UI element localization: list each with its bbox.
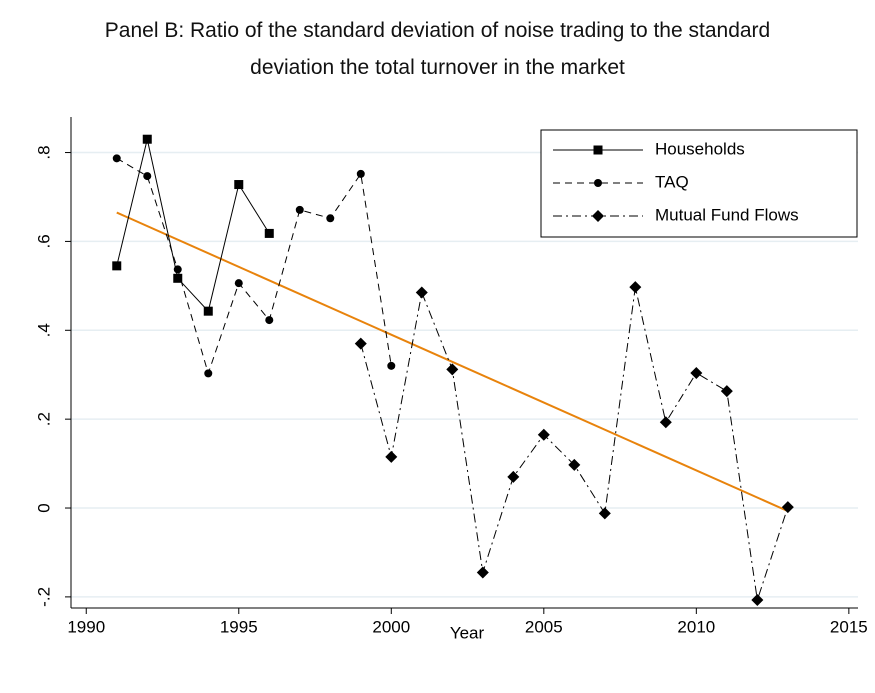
y-tick-label: .8: [34, 145, 53, 159]
marker-diamond: [720, 385, 733, 398]
marker-diamond: [354, 337, 367, 350]
marker-circle: [112, 154, 121, 163]
marker-diamond: [568, 458, 581, 471]
trend-line: [116, 211, 789, 513]
marker-diamond: [507, 470, 520, 483]
marker-circle: [265, 316, 274, 325]
series-line: [116, 139, 270, 313]
x-tick-label: 2010: [677, 617, 715, 636]
marker-diamond: [537, 428, 550, 441]
marker-diamond: [598, 507, 611, 520]
marker-square: [264, 228, 274, 238]
marker-square: [142, 134, 152, 144]
x-tick-label: 2000: [372, 617, 410, 636]
marker-diamond: [446, 363, 459, 376]
x-tick-label: 2005: [525, 617, 563, 636]
chart-title: Panel B: Ratio of the standard deviation…: [104, 19, 771, 79]
y-tick-label: 0: [34, 503, 53, 512]
marker-diamond: [385, 450, 398, 463]
marker-diamond: [659, 416, 672, 429]
marker-diamond: [781, 501, 794, 514]
y-tick-label: .2: [34, 412, 53, 426]
marker-diamond: [690, 366, 703, 379]
marker-circle: [387, 361, 396, 370]
marker-circle: [204, 369, 213, 378]
y-tick-label: -.2: [34, 587, 53, 607]
x-tick-label: 1995: [220, 617, 258, 636]
legend: Households TAQ Mutual Fund Flows: [540, 129, 858, 238]
marker-square: [173, 273, 183, 283]
marker-diamond: [476, 566, 489, 579]
marker-diamond: [415, 286, 428, 299]
x-axis-label: Year: [450, 623, 485, 642]
marker-circle: [594, 179, 602, 187]
y-tick-label: .4: [34, 323, 53, 337]
marker-diamond: [629, 281, 642, 294]
legend-label: Households: [655, 139, 745, 158]
marker-circle: [295, 205, 304, 214]
y-tick-label: .6: [34, 234, 53, 248]
marker-square: [593, 145, 603, 155]
marker-square: [203, 306, 213, 316]
title-block: Panel B: Ratio of the standard deviation…: [0, 12, 875, 86]
marker-square: [112, 261, 122, 271]
marker-diamond: [592, 210, 604, 222]
marker-diamond: [751, 594, 764, 607]
legend-label: TAQ: [655, 172, 689, 191]
marker-square: [234, 180, 244, 190]
x-tick-label: 1990: [67, 617, 105, 636]
series-line: [360, 287, 789, 601]
marker-circle: [326, 214, 335, 223]
marker-circle: [356, 169, 365, 178]
x-tick-label: 2015: [830, 617, 868, 636]
series-line: [116, 157, 392, 376]
marker-circle: [173, 265, 182, 274]
marker-circle: [143, 172, 152, 181]
legend-label: Mutual Fund Flows: [655, 205, 799, 224]
marker-circle: [234, 279, 243, 288]
